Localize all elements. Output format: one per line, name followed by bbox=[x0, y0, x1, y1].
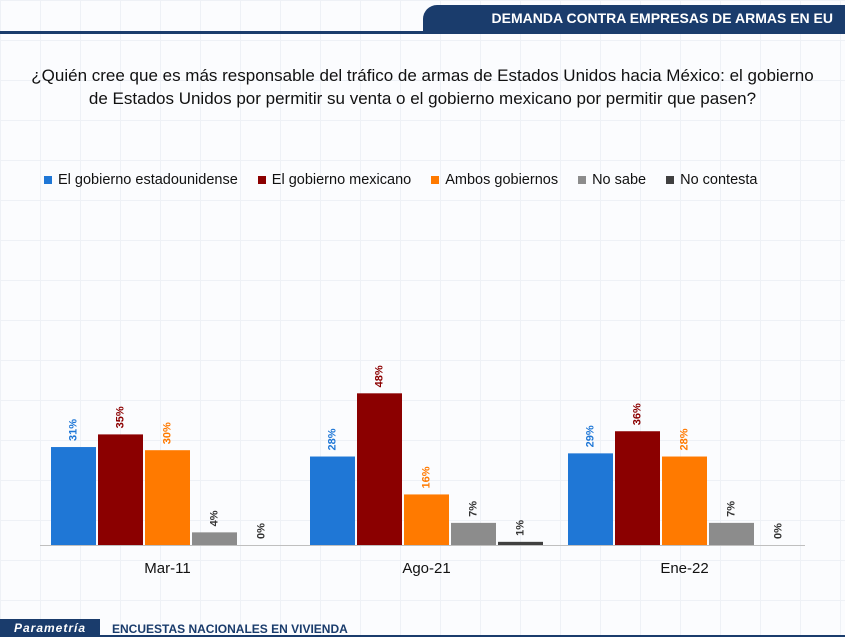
bar-value-label: 48% bbox=[373, 365, 385, 387]
bar bbox=[310, 456, 355, 545]
bar-value-label: 7% bbox=[467, 501, 479, 517]
legend-label: Ambos gobiernos bbox=[445, 172, 559, 188]
legend-item: El gobierno estadounidense bbox=[44, 172, 238, 188]
bar-value-label: 7% bbox=[725, 501, 737, 517]
footer-label: ENCUESTAS NACIONALES EN VIVIENDA bbox=[112, 622, 348, 636]
legend-label: No contesta bbox=[680, 172, 758, 188]
section-header-title: DEMANDA CONTRA EMPRESAS DE ARMAS EN EU bbox=[491, 10, 833, 26]
bar-value-label: 1% bbox=[514, 520, 526, 536]
bar-value-label: 28% bbox=[678, 428, 690, 450]
survey-question: ¿Quién cree que es más responsable del t… bbox=[31, 66, 814, 108]
legend-swatch bbox=[44, 176, 52, 184]
bar bbox=[709, 522, 754, 545]
footer-divider bbox=[100, 635, 845, 637]
legend-label: No sabe bbox=[592, 172, 647, 188]
bar bbox=[145, 450, 190, 545]
bar bbox=[357, 393, 402, 545]
category-label: Ago-21 bbox=[402, 560, 450, 577]
bar-value-label: 30% bbox=[161, 422, 173, 444]
brand-logo: Parametría bbox=[0, 619, 100, 637]
section-header: DEMANDA CONTRA EMPRESAS DE ARMAS EN EU bbox=[423, 5, 845, 31]
bar bbox=[662, 456, 707, 545]
brand-logo-text: Parametría bbox=[13, 621, 87, 635]
bar-value-label: 0% bbox=[772, 523, 784, 539]
legend-swatch bbox=[666, 176, 675, 184]
bar-value-label: 16% bbox=[420, 466, 432, 488]
bar-value-label: 0% bbox=[255, 523, 267, 539]
bar bbox=[615, 431, 660, 545]
legend-label: El gobierno mexicano bbox=[271, 172, 412, 188]
legend-label: El gobierno estadounidense bbox=[58, 172, 238, 188]
legend-item: El gobierno mexicano bbox=[257, 172, 412, 188]
header-divider bbox=[0, 31, 845, 34]
legend-swatch bbox=[431, 176, 440, 184]
category-label: Ene-22 bbox=[660, 560, 708, 577]
bar bbox=[98, 434, 143, 545]
bar-value-label: 29% bbox=[584, 425, 596, 447]
bar-value-label: 35% bbox=[114, 406, 126, 428]
bar bbox=[51, 447, 96, 545]
bar bbox=[404, 494, 449, 545]
legend-swatch bbox=[257, 176, 266, 184]
legend-item: No contesta bbox=[666, 172, 757, 188]
bar bbox=[498, 541, 543, 545]
bar bbox=[568, 453, 613, 545]
legend-swatch bbox=[578, 176, 587, 184]
bar-value-label: 36% bbox=[631, 403, 643, 425]
category-label: Mar-11 bbox=[144, 560, 190, 577]
bar bbox=[192, 532, 237, 545]
bar-value-label: 31% bbox=[67, 419, 79, 441]
bar bbox=[451, 522, 496, 545]
legend-item: No sabe bbox=[578, 172, 646, 188]
bar-chart: 31% 35% 30% 4% 0% Mar-11 28% 48% 16% 7% 1% Ago-21 29… bbox=[40, 365, 805, 577]
bar-value-label: 28% bbox=[326, 428, 338, 450]
legend-item: Ambos gobiernos bbox=[431, 172, 558, 188]
chart-legend: El gobierno estadounidense El gobierno m… bbox=[44, 172, 757, 188]
bar-value-label: 4% bbox=[208, 510, 220, 526]
